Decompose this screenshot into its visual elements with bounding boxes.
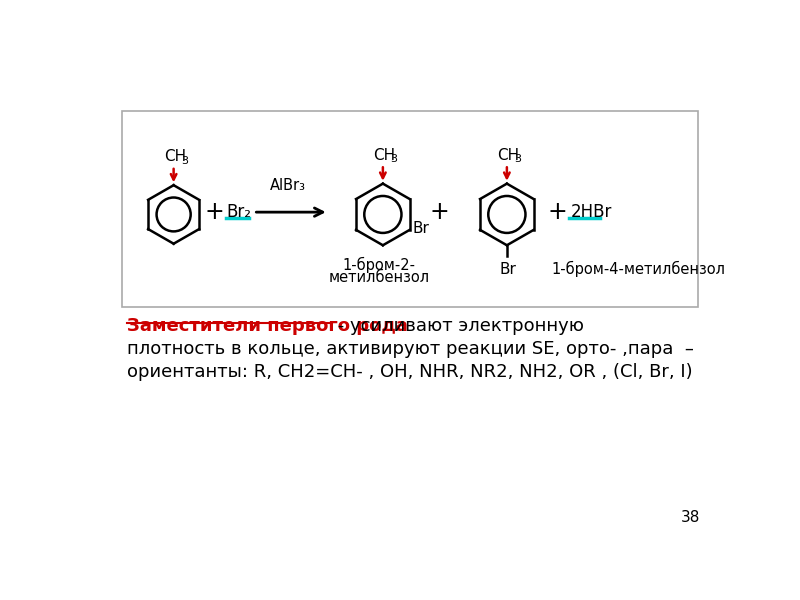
Text: 3: 3 (390, 154, 398, 164)
Text: Заместители первого рода: Заместители первого рода (127, 317, 408, 335)
Text: CH: CH (164, 149, 186, 164)
Text: ориентанты: R, CH2=CH- , OH, NHR, NR2, NH2, OR , (Cl, Br, I): ориентанты: R, CH2=CH- , OH, NHR, NR2, N… (127, 363, 693, 381)
Text: - усиливают электронную: - усиливают электронную (333, 317, 585, 335)
Text: CH: CH (374, 148, 396, 163)
Text: Br: Br (412, 221, 429, 236)
Text: +: + (430, 200, 450, 224)
Text: AlBr₃: AlBr₃ (270, 178, 306, 193)
Text: +: + (205, 200, 225, 224)
Text: 1-бром-4-метилбензол: 1-бром-4-метилбензол (551, 260, 725, 277)
Text: 3: 3 (182, 155, 188, 166)
Text: CH: CH (498, 148, 520, 163)
Text: 1-бром-2-: 1-бром-2- (342, 257, 415, 273)
Text: 38: 38 (681, 509, 700, 524)
Text: +: + (547, 200, 567, 224)
Text: 3: 3 (514, 154, 522, 164)
Text: метилбензол: метилбензол (329, 270, 430, 285)
Text: плотность в кольце, активируют реакции SE, орто- ,пара  –: плотность в кольце, активируют реакции S… (127, 340, 694, 358)
Text: 2HBr: 2HBr (570, 203, 612, 221)
FancyBboxPatch shape (122, 110, 698, 307)
Text: Br: Br (499, 262, 516, 277)
Text: Br₂: Br₂ (226, 203, 251, 221)
